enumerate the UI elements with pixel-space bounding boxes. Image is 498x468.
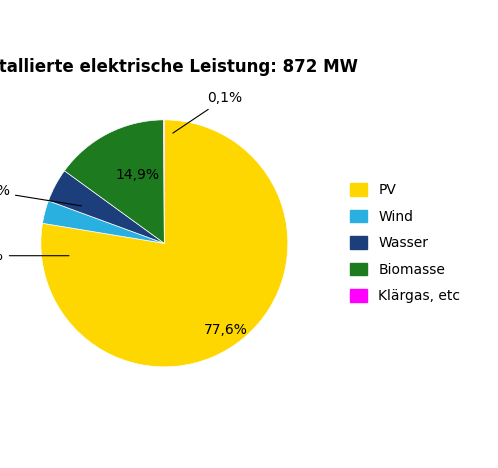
Wedge shape [41,120,288,367]
Text: 4,4%: 4,4% [0,184,81,206]
Text: 77,6%: 77,6% [204,323,248,337]
Title: Installierte elektrische Leistung: 872 MW: Installierte elektrische Leistung: 872 M… [0,58,358,76]
Legend: PV, Wind, Wasser, Biomasse, Klärgas, etc: PV, Wind, Wasser, Biomasse, Klärgas, etc [351,183,460,303]
Text: 3,0%: 3,0% [0,249,69,263]
Wedge shape [163,120,164,243]
Text: 14,9%: 14,9% [115,168,159,183]
Wedge shape [48,171,164,243]
Wedge shape [64,120,164,243]
Wedge shape [42,201,164,243]
Text: 0,1%: 0,1% [173,91,243,133]
